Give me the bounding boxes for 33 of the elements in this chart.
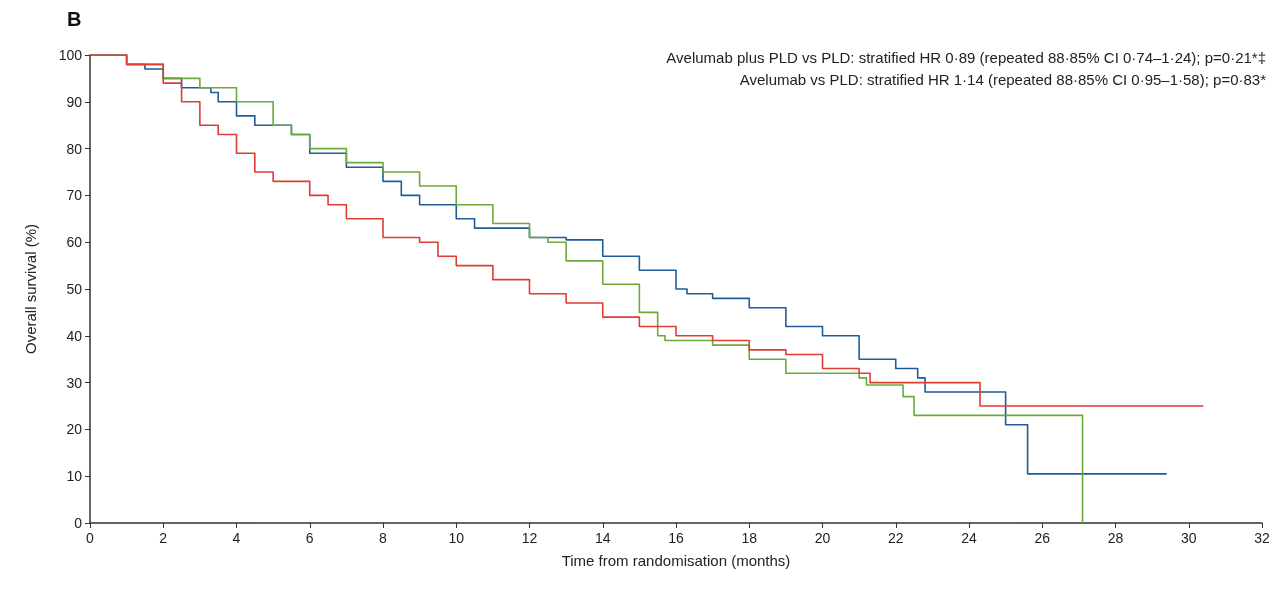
x-tick-label: 6	[305, 530, 314, 546]
y-tick-label: 20	[66, 421, 83, 438]
y-tick-label: 40	[66, 327, 83, 344]
y-tick-label: 80	[66, 140, 83, 157]
x-tick-label: 8	[379, 530, 388, 546]
x-tick-label: 12	[521, 530, 538, 546]
y-tick-label: 10	[66, 468, 83, 485]
x-tick-label: 10	[448, 530, 465, 546]
x-tick-label: 16	[668, 530, 684, 546]
chart-title: B	[67, 8, 82, 30]
y-tick-label: 30	[66, 374, 83, 391]
x-tick-label: 30	[1180, 530, 1197, 546]
y-tick-label: 50	[66, 281, 83, 297]
x-tick-label: 32	[1254, 530, 1270, 546]
y-tick-label: 70	[66, 187, 83, 204]
y-tick-label: 60	[66, 234, 83, 251]
x-tick-label: 4	[232, 530, 241, 546]
x-tick-label: 0	[86, 530, 95, 546]
x-tick-label: 24	[961, 530, 977, 546]
x-tick-label: 28	[1107, 530, 1124, 546]
x-tick-label: 26	[1034, 530, 1051, 546]
annotation: Avelumab vs PLD: stratified HR 1·14 (repeated 88·85% CI 0·95–1·58); p=0·83*	[739, 71, 1267, 88]
y-tick-label: 0	[74, 515, 83, 531]
x-tick-label: 14	[594, 530, 611, 546]
x-tick-label: 20	[814, 530, 831, 546]
annotation: Avelumab plus PLD vs PLD: stratified HR 0·89 (repeated 88·85% CI 0·74–1·24); p=0·21*‡	[666, 49, 1267, 66]
y-tick-label: 100	[58, 47, 83, 63]
y-axis-title: Overall survival (%)	[22, 223, 39, 355]
x-tick-label: 22	[887, 530, 904, 546]
y-tick-label: 90	[66, 93, 83, 110]
x-axis-title: Time from randomisation (months)	[561, 552, 791, 569]
x-tick-label: 2	[159, 530, 168, 546]
x-tick-label: 18	[741, 530, 758, 546]
